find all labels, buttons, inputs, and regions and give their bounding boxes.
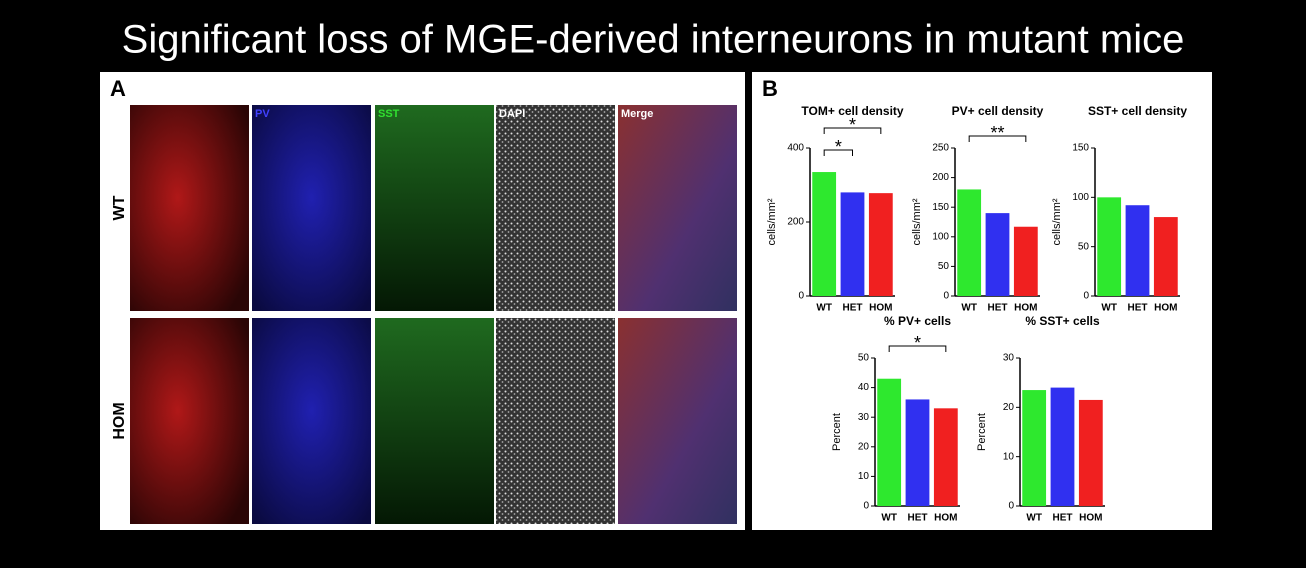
bar: [1153, 217, 1178, 296]
bar: [1078, 399, 1103, 506]
x-tick-label: HET: [1053, 513, 1073, 524]
y-tick-label: 150: [932, 202, 949, 213]
y-tick-label: 10: [1003, 451, 1015, 462]
bar: [1125, 205, 1150, 296]
row-label: HOM: [111, 402, 128, 439]
micrograph: [130, 318, 249, 524]
row-label: WT: [111, 195, 128, 220]
micrograph: [496, 105, 615, 311]
channel-label: Merge: [621, 108, 653, 120]
x-tick-label: HOM: [1154, 303, 1177, 314]
y-tick-label: 0: [1083, 291, 1089, 302]
bar: [877, 378, 902, 506]
micrograph: [252, 105, 371, 311]
micrograph: [618, 105, 737, 311]
y-tick-label: 30: [858, 412, 870, 423]
significance-label: *: [849, 115, 856, 135]
chart-title: % PV+ cells: [884, 314, 951, 328]
y-axis-label: Percent: [976, 413, 988, 451]
micrograph: [375, 318, 494, 524]
bar: [1022, 390, 1047, 506]
channel-label: PV: [255, 108, 270, 120]
y-tick-label: 20: [858, 441, 870, 452]
y-axis-label: cells/mm²: [1051, 198, 1063, 245]
channel-label: DAPI: [499, 108, 525, 120]
y-axis-label: cells/mm²: [766, 198, 778, 245]
significance-bracket: [823, 149, 853, 156]
bar: [905, 399, 930, 506]
significance-label: **: [990, 123, 1004, 143]
slide-title: Significant loss of MGE-derived interneu…: [122, 18, 1185, 62]
x-tick-label: HET: [988, 303, 1008, 314]
x-tick-label: WT: [816, 303, 832, 314]
chart-title: TOM+ cell density: [801, 104, 903, 118]
y-axis-label: cells/mm²: [911, 198, 923, 245]
chart-title: SST+ cell density: [1088, 104, 1187, 118]
micrograph: [375, 105, 494, 311]
y-tick-label: 40: [858, 382, 870, 393]
micrograph: [252, 318, 371, 524]
bar: [868, 193, 893, 296]
significance-bracket: [823, 127, 882, 134]
y-tick-label: 20: [1003, 402, 1015, 413]
bar: [1013, 226, 1038, 296]
y-tick-label: 30: [1003, 353, 1015, 364]
bar: [985, 213, 1010, 296]
bar: [840, 192, 865, 296]
bar: [1097, 197, 1122, 296]
x-tick-label: HOM: [1079, 513, 1102, 524]
y-tick-label: 400: [787, 143, 804, 154]
x-tick-label: WT: [1026, 513, 1042, 524]
significance-label: *: [914, 333, 921, 353]
x-tick-label: HET: [843, 303, 863, 314]
panel-label: B: [762, 76, 778, 101]
bar: [933, 408, 958, 506]
x-tick-label: WT: [1101, 303, 1117, 314]
y-tick-label: 100: [932, 231, 949, 242]
chart-title: PV+ cell density: [952, 104, 1044, 118]
significance-label: *: [835, 137, 842, 157]
y-tick-label: 200: [787, 217, 804, 228]
x-tick-label: WT: [881, 513, 897, 524]
y-axis-label: Percent: [831, 413, 843, 451]
y-tick-label: 250: [932, 143, 949, 154]
y-tick-label: 0: [863, 501, 869, 512]
bar: [957, 189, 982, 296]
y-tick-label: 10: [858, 471, 870, 482]
micrograph: [130, 105, 249, 311]
y-tick-label: 100: [1072, 192, 1089, 203]
micrograph: [618, 318, 737, 524]
y-tick-label: 50: [858, 353, 870, 364]
chart-title: % SST+ cells: [1025, 314, 1100, 328]
x-tick-label: WT: [961, 303, 977, 314]
panel-b: [752, 72, 1212, 530]
y-tick-label: 50: [938, 261, 950, 272]
significance-bracket: [888, 345, 947, 352]
x-tick-label: HET: [1128, 303, 1148, 314]
x-tick-label: HOM: [869, 303, 892, 314]
x-tick-label: HET: [908, 513, 928, 524]
significance-bracket: [968, 135, 1027, 142]
y-tick-label: 0: [943, 291, 949, 302]
x-tick-label: HOM: [1014, 303, 1037, 314]
y-tick-label: 0: [798, 291, 804, 302]
y-tick-label: 150: [1072, 143, 1089, 154]
bar: [812, 172, 837, 296]
bar: [1050, 387, 1075, 506]
y-tick-label: 50: [1078, 241, 1090, 252]
y-tick-label: 0: [1008, 501, 1014, 512]
channel-label: SST: [378, 108, 400, 120]
y-tick-label: 200: [932, 172, 949, 183]
panel-label: A: [110, 76, 126, 101]
micrograph: [496, 318, 615, 524]
x-tick-label: HOM: [934, 513, 957, 524]
